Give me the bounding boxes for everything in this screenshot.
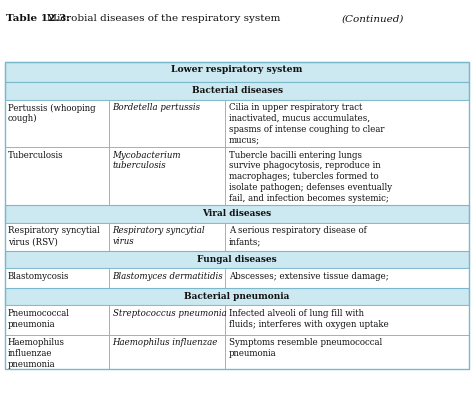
Text: Viral diseases: Viral diseases xyxy=(202,209,272,218)
Bar xyxy=(109,306,225,335)
Bar xyxy=(5,148,109,206)
Bar xyxy=(226,269,469,288)
Bar xyxy=(226,148,469,206)
Text: Streptococcus pneumonia: Streptococcus pneumonia xyxy=(112,308,226,317)
Text: (Continued): (Continued) xyxy=(341,14,404,23)
Bar xyxy=(5,63,469,83)
Bar xyxy=(5,206,469,223)
Text: Blastomycosis: Blastomycosis xyxy=(8,271,70,280)
Text: Tuberculosis: Tuberculosis xyxy=(8,150,64,159)
Text: Respiratory syncytial
virus: Respiratory syncytial virus xyxy=(112,226,205,245)
Text: Bordetella pertussis: Bordetella pertussis xyxy=(112,103,201,112)
Text: Mycobacterium
tuberculosis: Mycobacterium tuberculosis xyxy=(112,150,181,170)
Bar xyxy=(226,306,469,335)
Bar xyxy=(109,148,225,206)
Bar xyxy=(5,335,109,370)
Text: Bacterial diseases: Bacterial diseases xyxy=(191,86,283,95)
Text: Haemophilus
influenzae
pneumonia: Haemophilus influenzae pneumonia xyxy=(8,337,65,368)
Text: Bacterial pneumonia: Bacterial pneumonia xyxy=(184,291,290,300)
Bar xyxy=(5,223,109,252)
Bar xyxy=(109,223,225,252)
Text: Table 12.3:: Table 12.3: xyxy=(6,14,70,23)
Text: Blastomyces dermatitidis: Blastomyces dermatitidis xyxy=(112,271,223,280)
Bar xyxy=(109,101,225,148)
Text: Tubercle bacilli entering lungs
survive phagocytosis, reproduce in
macrophages; : Tubercle bacilli entering lungs survive … xyxy=(228,150,392,202)
Bar xyxy=(5,306,109,335)
Text: Microbial diseases of the respiratory system: Microbial diseases of the respiratory sy… xyxy=(40,14,284,23)
Bar xyxy=(5,101,109,148)
Bar xyxy=(226,223,469,252)
Bar xyxy=(109,269,225,288)
Bar xyxy=(5,83,469,101)
Text: Infected alveoli of lung fill with
fluids; interferes with oxygen uptake: Infected alveoli of lung fill with fluid… xyxy=(228,308,388,328)
Text: Fungal diseases: Fungal diseases xyxy=(197,254,277,263)
Text: Cilia in upper respiratory tract
inactivated, mucus accumulates,
spasms of inten: Cilia in upper respiratory tract inactiv… xyxy=(228,103,384,144)
Bar xyxy=(226,101,469,148)
Bar xyxy=(5,252,469,269)
Bar xyxy=(5,269,109,288)
Bar xyxy=(109,335,225,370)
Text: Pertussis (whooping
cough): Pertussis (whooping cough) xyxy=(8,103,96,123)
Text: Respiratory syncytial
virus (RSV): Respiratory syncytial virus (RSV) xyxy=(8,226,100,245)
Text: Lower respiratory system: Lower respiratory system xyxy=(171,65,303,74)
Text: Pneumococcal
pneumonia: Pneumococcal pneumonia xyxy=(8,308,70,328)
Bar xyxy=(5,288,469,306)
Bar xyxy=(226,335,469,370)
Text: A serious respiratory disease of
infants;: A serious respiratory disease of infants… xyxy=(228,226,366,245)
Bar xyxy=(5,63,469,370)
Text: Symptoms resemble pneumococcal
pneumonia: Symptoms resemble pneumococcal pneumonia xyxy=(228,337,382,357)
Text: Abscesses; extensive tissue damage;: Abscesses; extensive tissue damage; xyxy=(228,271,388,280)
Text: Haemophilus influenzae: Haemophilus influenzae xyxy=(112,337,218,346)
